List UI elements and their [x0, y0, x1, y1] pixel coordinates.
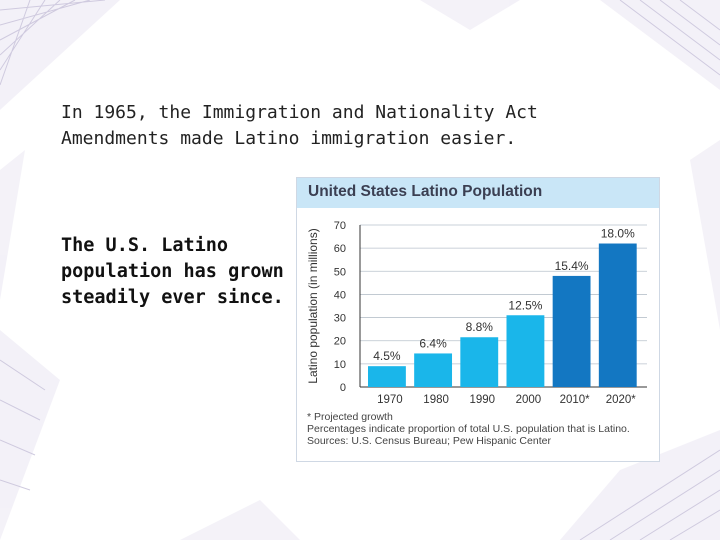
chart-note: Percentages indicate proportion of total… [307, 423, 630, 435]
chart-notes: * Projected growth Percentages indicate … [307, 411, 657, 447]
data-label: 15.4% [555, 259, 589, 273]
y-tick-label: 70 [334, 220, 346, 232]
y-tick-label: 60 [334, 243, 346, 255]
chart-header: United States Latino Population [297, 178, 659, 208]
bar-2000 [506, 315, 545, 387]
x-tick-label: 2010* [560, 394, 591, 406]
x-tick-label: 2020* [606, 394, 637, 406]
chart-title: United States Latino Population [308, 183, 543, 200]
bar-1980 [414, 353, 453, 387]
bar-2020-projected [598, 243, 637, 387]
data-label: 18.0% [601, 227, 635, 241]
bar-1990 [460, 337, 499, 387]
y-tick-label: 40 [334, 289, 346, 301]
side-text: The U.S. Latino population has grown ste… [61, 235, 284, 308]
y-tick-label: 20 [334, 336, 346, 348]
y-tick-label: 0 [340, 382, 346, 394]
bar-chart: Latino population (in millions) 0 10 20 30 40… [306, 220, 647, 406]
chart-note: * Projected growth [307, 411, 393, 423]
y-axis-title: Latino population (in millions) [306, 228, 320, 383]
bar-1970 [368, 366, 406, 387]
intro-text: In 1965, the Immigration and Nationality… [61, 102, 538, 149]
data-label: 8.8% [466, 320, 494, 334]
y-tick-label: 30 [334, 313, 346, 325]
chart-note: Sources: U.S. Census Bureau; Pew Hispani… [307, 435, 551, 447]
data-label: 6.4% [419, 336, 447, 350]
x-tick-label: 1970 [377, 394, 403, 406]
x-tick-label: 1980 [423, 394, 449, 406]
bar-2010-projected [552, 275, 591, 387]
y-tick-label: 10 [334, 359, 346, 371]
y-tick-label: 50 [334, 266, 346, 278]
data-label: 12.5% [508, 298, 542, 312]
x-tick-label: 1990 [469, 394, 495, 406]
chart-panel: United States Latino Population Latino p… [296, 177, 660, 462]
x-tick-label: 2000 [516, 394, 542, 406]
data-label: 4.5% [373, 349, 401, 363]
